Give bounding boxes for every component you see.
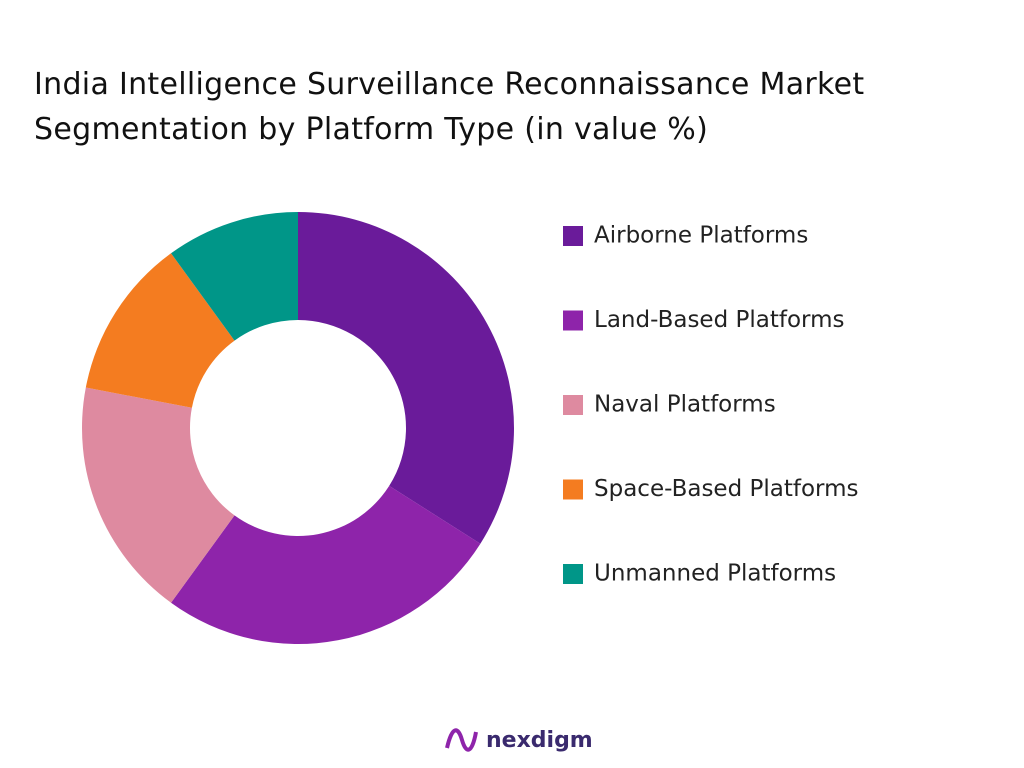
donut-slice bbox=[85, 253, 235, 408]
legend-swatch bbox=[563, 479, 583, 500]
legend-label: Space-Based Platforms bbox=[594, 476, 858, 502]
legend-swatch bbox=[563, 395, 583, 415]
donut-slice bbox=[171, 485, 481, 644]
logo-icon bbox=[445, 728, 478, 752]
donut-slice bbox=[81, 387, 235, 603]
legend-label: Unmanned Platforms bbox=[594, 561, 836, 587]
legend-swatch bbox=[563, 226, 583, 246]
legend-label: Airborne Platforms bbox=[594, 223, 808, 249]
donut-slice bbox=[171, 212, 298, 341]
logo: nexdigm bbox=[486, 728, 593, 753]
donut-slice bbox=[298, 212, 514, 544]
legend-swatch bbox=[563, 310, 583, 331]
legend-label: Land-Based Platforms bbox=[594, 307, 844, 333]
legend-swatch bbox=[563, 564, 583, 584]
chart-title: India Intelligence Surveillance Reconnai… bbox=[34, 67, 865, 147]
legend-label: Naval Platforms bbox=[594, 392, 776, 418]
